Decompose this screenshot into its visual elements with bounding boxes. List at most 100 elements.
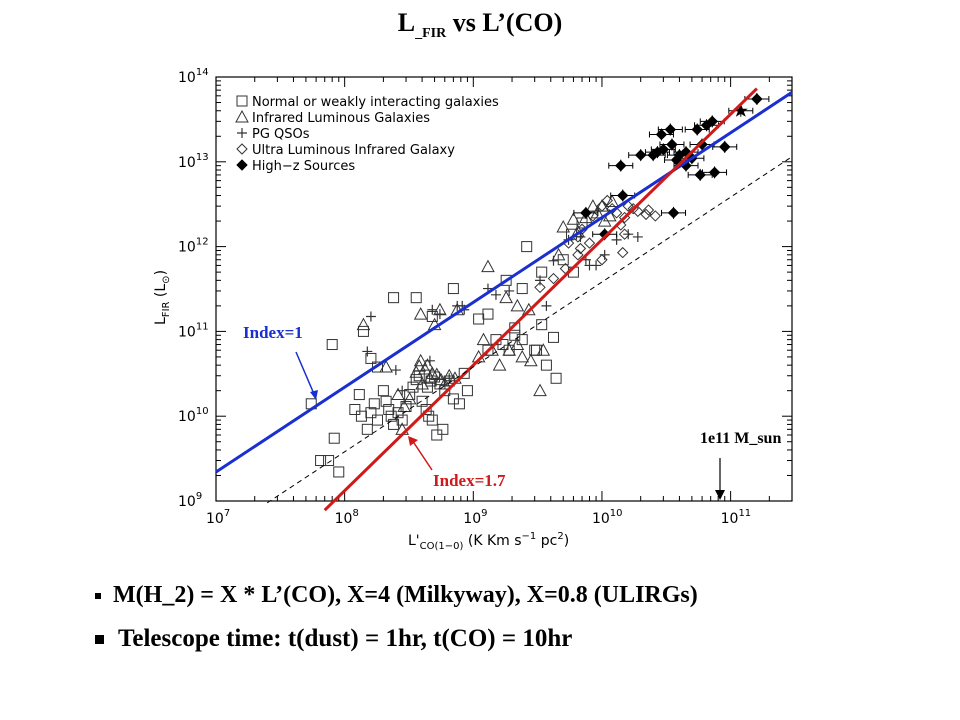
square-point xyxy=(473,313,485,325)
diamond-point xyxy=(642,204,655,216)
x-tick-mantissa: 10 xyxy=(335,511,353,527)
y-tick-label: 1010 xyxy=(178,406,209,425)
diamond-point xyxy=(601,194,613,207)
square-point xyxy=(410,292,422,304)
diamond-point xyxy=(622,200,634,212)
y-axis-label-part: FIR xyxy=(161,301,172,317)
x-tick-label: 1010 xyxy=(592,508,623,527)
square-point xyxy=(423,410,435,422)
square-point xyxy=(315,455,327,467)
x-tick-exponent: 8 xyxy=(352,508,358,519)
x-axis-label-part: L' xyxy=(408,533,420,549)
triangle-point xyxy=(425,366,440,379)
title-rest: vs L’(CO) xyxy=(446,8,563,37)
square-point xyxy=(365,407,377,419)
legend-label: Normal or weakly interacting galaxies xyxy=(252,95,499,110)
square-point xyxy=(361,423,373,435)
square-point xyxy=(383,403,395,415)
triangle-point xyxy=(397,399,411,413)
plus-point xyxy=(434,309,445,320)
y-tick-label: 1013 xyxy=(178,152,209,171)
filled-diamond-point xyxy=(694,169,706,181)
plus-point xyxy=(623,229,634,240)
square-point xyxy=(458,367,470,379)
triangle-point xyxy=(510,298,525,312)
filled-diamond-point xyxy=(580,207,592,219)
square-point xyxy=(357,325,369,337)
diamond-point xyxy=(534,281,546,294)
bullet-text: M(H_2) = X * L’(CO), X=4 (Milkyway), X=0… xyxy=(113,582,698,608)
data-points xyxy=(305,93,770,478)
fit-lines xyxy=(215,87,793,512)
filled-diamond-point xyxy=(667,207,680,219)
chart-legend: Normal or weakly interacting galaxiesInf… xyxy=(235,95,499,174)
square-point xyxy=(536,319,548,331)
filled-diamond-point xyxy=(657,143,670,156)
square-point xyxy=(380,395,392,407)
square-point xyxy=(371,414,383,426)
fit-line-solid-blue xyxy=(215,91,793,474)
annotation-mass-arrowhead xyxy=(715,490,725,500)
triangle-point xyxy=(402,391,417,405)
star-point xyxy=(733,103,748,117)
plus-point xyxy=(535,275,546,286)
co-fir-scatter-chart: 107 108 109 1010 101110910101011101210131014… xyxy=(153,67,793,552)
x-tick-mantissa: 10 xyxy=(206,511,224,527)
x-axis-label-part: pc xyxy=(536,533,557,549)
legend-label: Infrared Luminous Galaxies xyxy=(252,111,430,126)
x-tick-label: 107 xyxy=(206,508,230,527)
diamond-point xyxy=(596,254,608,266)
legend-label: Ultra Luminous Infrared Galaxy xyxy=(252,143,455,158)
square-point xyxy=(328,432,340,444)
plus-point xyxy=(397,385,408,396)
diamond-point xyxy=(640,208,652,221)
square-point xyxy=(516,283,528,295)
x-tick-exponent: 10 xyxy=(610,508,623,519)
triangle-point xyxy=(481,259,495,273)
y-axis-label-part: ) xyxy=(153,270,169,275)
triangle-point xyxy=(429,367,444,381)
x-axis-label-part: CO(1−0) xyxy=(420,541,464,552)
bullet-item: M(H_2) = X * L’(CO), X=4 (Milkyway), X=0… xyxy=(95,582,935,609)
triangle-point xyxy=(492,358,507,371)
square-point xyxy=(323,455,335,467)
square-point xyxy=(396,414,408,426)
triangle-point xyxy=(499,290,513,304)
plus-point xyxy=(362,346,373,357)
x-axis-label-part: ) xyxy=(564,533,569,549)
triangle-point xyxy=(605,194,619,208)
square-point xyxy=(326,339,338,351)
triangle-point xyxy=(515,349,530,363)
x-tick-label: 109 xyxy=(463,508,487,527)
plus-point xyxy=(390,365,401,376)
plus-point xyxy=(490,289,501,300)
triangle-point xyxy=(551,247,566,261)
filled-diamond-point xyxy=(617,189,629,202)
y-tick-mantissa: 10 xyxy=(178,70,196,86)
x-axis-label-part: −1 xyxy=(522,531,537,542)
y-axis-label-part: ⊙ xyxy=(161,275,172,283)
square-point xyxy=(353,389,365,401)
diamond-point xyxy=(583,237,596,249)
filled-diamond-point xyxy=(666,138,678,151)
x-tick-mantissa: 10 xyxy=(721,511,739,527)
triangle-point xyxy=(391,387,405,401)
x-tick-label: 108 xyxy=(335,508,359,527)
triangle-point xyxy=(409,365,424,378)
annotation-index-1: Index=1 xyxy=(243,323,303,342)
plus-point xyxy=(541,300,552,311)
legend-marker-triangle xyxy=(235,109,249,123)
triangle-point xyxy=(413,307,428,320)
square-point xyxy=(365,352,377,364)
y-tick-mantissa: 10 xyxy=(178,324,196,340)
diamond-point xyxy=(547,272,560,285)
square-point xyxy=(425,375,437,387)
filled-diamond-point xyxy=(719,141,731,153)
y-tick-mantissa: 10 xyxy=(178,155,196,171)
square-point xyxy=(453,398,465,410)
square-point xyxy=(388,292,400,304)
y-tick-label: 1012 xyxy=(178,237,209,256)
triangle-point xyxy=(536,343,551,356)
square-point xyxy=(368,398,380,410)
